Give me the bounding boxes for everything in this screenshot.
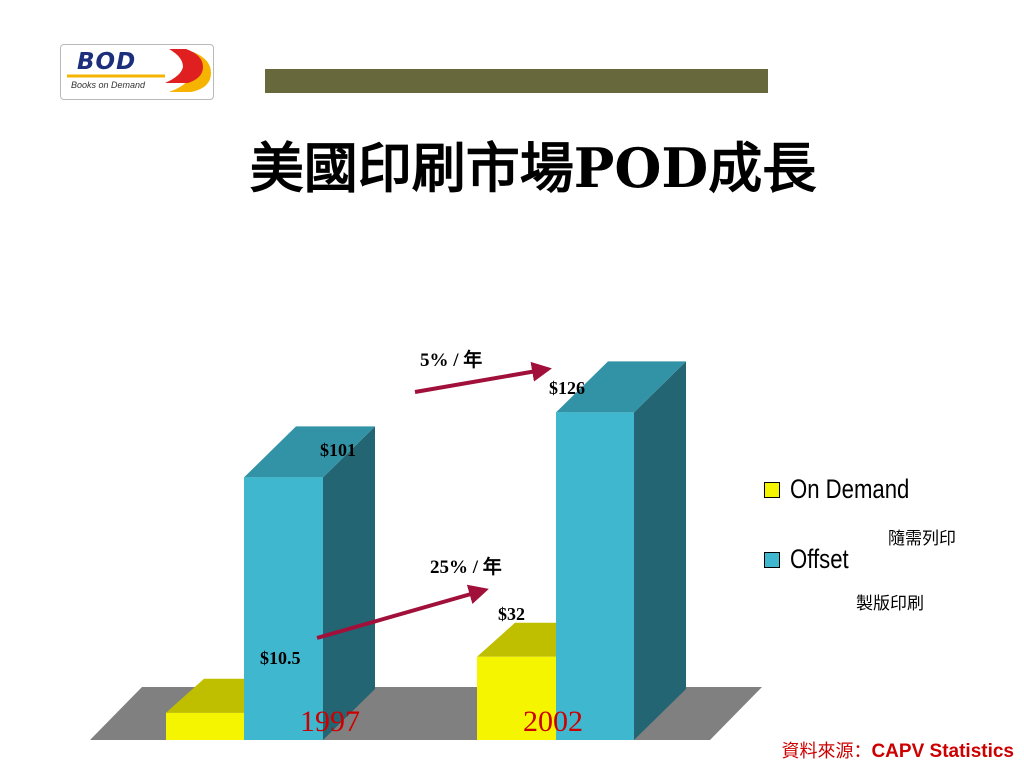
growth-arrow-offset bbox=[414, 361, 552, 394]
bar-top-offset-1997 bbox=[244, 426, 375, 478]
value-label-on-demand-1997: $10.5 bbox=[260, 648, 301, 668]
category-labels: 1997 2002 bbox=[300, 705, 583, 738]
chart-bars bbox=[166, 361, 686, 740]
value-label-offset-2002: $126 bbox=[549, 378, 585, 398]
bar-front-on-demand-2002 bbox=[477, 656, 556, 740]
growth-arrow-on-demand bbox=[316, 584, 489, 640]
bar-offset-1997 bbox=[244, 426, 375, 740]
growth-label-on-demand: 25% / 年 bbox=[430, 555, 502, 578]
growth-label-offset: 5% / 年 bbox=[420, 348, 482, 371]
source-note: 資料來源：CAPV Statistics bbox=[781, 737, 1014, 763]
category-label-2002: 2002 bbox=[523, 705, 583, 738]
slide-title: 美國印刷市場POD成長 bbox=[249, 136, 817, 200]
legend-sublabel-on-demand: 隨需列印 bbox=[888, 529, 956, 549]
source-prefix: 資料來源： bbox=[781, 741, 872, 762]
bar-front-offset-1997 bbox=[244, 477, 323, 740]
bar-side-offset-2002 bbox=[634, 361, 686, 740]
bar-offset-2002 bbox=[556, 361, 686, 740]
logo-brand-text: BOD bbox=[77, 49, 137, 75]
value-label-on-demand-2002: $32 bbox=[498, 604, 525, 624]
legend-sublabel-offset: 製版印刷 bbox=[856, 594, 924, 614]
bod-logo: BOD Books on Demand bbox=[60, 44, 214, 100]
logo-tagline: Books on Demand bbox=[71, 80, 146, 90]
chart-legend: On Demand 隨需列印 Offset 製版印刷 bbox=[762, 472, 1002, 622]
bar-top-offset-2002 bbox=[556, 361, 686, 413]
source-name: CAPV Statistics bbox=[871, 741, 1014, 762]
legend-swatch-on-demand bbox=[764, 482, 780, 498]
bod-logo-mark bbox=[67, 49, 211, 92]
bar-front-on-demand-1997 bbox=[166, 712, 244, 740]
value-labels: $10.5 $32 $101 $126 bbox=[260, 378, 585, 668]
legend-label-on-demand: On Demand bbox=[790, 474, 910, 504]
growth-annotations: 5% / 年 25% / 年 bbox=[316, 348, 552, 640]
category-label-1997: 1997 bbox=[300, 705, 360, 738]
value-label-offset-1997: $101 bbox=[320, 440, 356, 460]
title-accent-bar bbox=[265, 69, 768, 93]
legend-swatch-offset bbox=[764, 552, 780, 568]
legend-label-offset: Offset bbox=[790, 544, 849, 574]
bar-front-offset-2002 bbox=[556, 412, 634, 740]
bar-side-offset-1997 bbox=[323, 426, 375, 740]
